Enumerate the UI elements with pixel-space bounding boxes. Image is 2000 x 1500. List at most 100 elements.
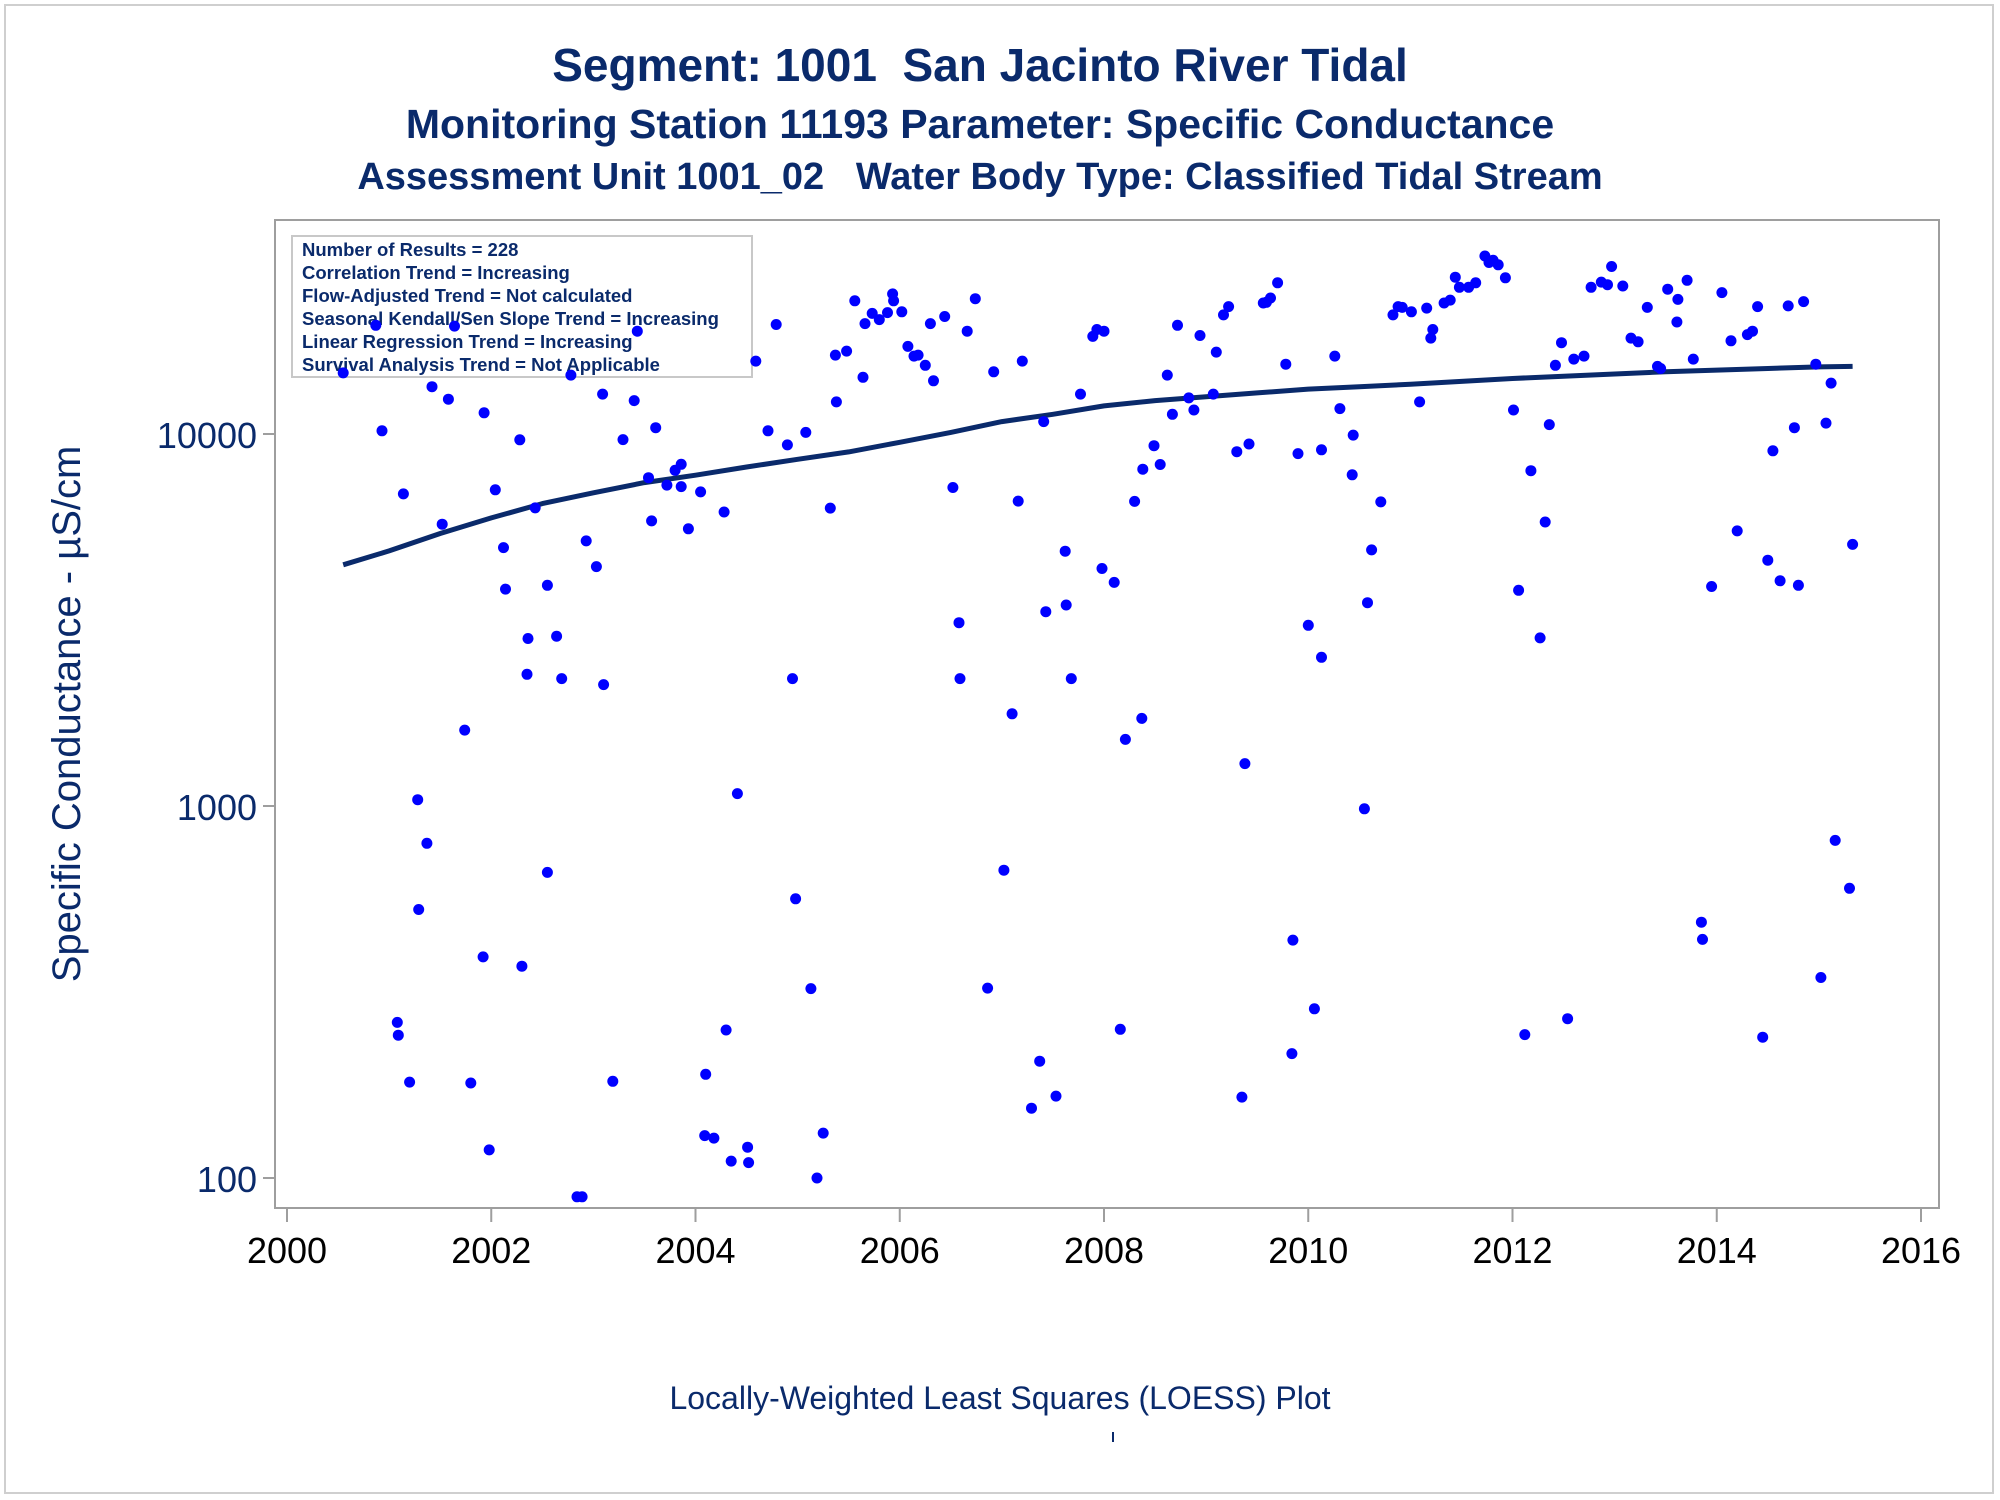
data-point [1792,579,1804,591]
data-point [1444,294,1456,306]
data-point [866,307,878,319]
outer-frame [4,4,1994,1494]
data-point [1671,316,1683,328]
chart-subtitle: Monitoring Station 11193 Parameter: Spec… [405,101,1555,147]
data-point [597,388,609,400]
data-point [1655,363,1667,374]
data-point [1040,606,1052,618]
y-axis: Specific Conductance - µS/cm 100 1000 1000… [45,415,275,1200]
data-point [1820,417,1832,429]
data-point [888,295,900,307]
data-point [1207,388,1219,400]
data-point [661,479,673,491]
stats-line: Survival Analysis Trend = Not Applicable [302,354,660,375]
data-point [1287,934,1299,946]
data-point [1788,422,1800,434]
y-axis-label: Specific Conductance - µS/cm [45,446,89,983]
data-point [1681,274,1693,286]
x-tick-label: 2010 [1268,1230,1348,1271]
chart-title: Segment: 1001 San Jacinto River Tidal [552,39,1408,91]
x-tick-label: 2016 [1881,1230,1961,1271]
data-point [1549,359,1561,371]
data-point [700,1068,712,1080]
data-point [1108,576,1120,588]
data-point [1641,301,1653,313]
data-point [1825,377,1837,389]
data-point [370,319,382,331]
data-point [743,1157,755,1169]
data-point [1050,1090,1062,1102]
data-point [682,523,694,535]
data-point [413,904,425,915]
data-point [1239,758,1251,770]
data-point [646,515,658,527]
footnote-mark [1112,1432,1114,1442]
data-point [787,673,798,685]
data-point [521,668,533,680]
data-point [1844,882,1855,894]
data-point [1136,712,1148,724]
data-point [1731,525,1743,537]
y-tick-label: 1000 [177,787,257,828]
data-point [516,960,528,972]
data-point [580,535,592,547]
data-point [873,314,885,326]
data-point [857,371,869,383]
data-point [1016,355,1028,367]
data-point [1762,554,1774,566]
data-point [912,349,924,361]
data-point [790,893,802,905]
stats-line: Number of Results = 228 [302,239,518,260]
x-tick-label: 2014 [1677,1230,1757,1271]
data-point [404,1076,416,1088]
data-point [1243,438,1255,450]
data-point [1421,302,1433,314]
data-point [1316,651,1327,663]
data-point [1006,708,1018,720]
data-point [1060,599,1072,611]
data-point [1508,404,1519,416]
data-point [1405,306,1417,318]
chart-footnote: Locally-Weighted Least Squares (LOESS) P… [669,1380,1331,1416]
data-point [1396,301,1408,313]
data-point [1366,544,1378,556]
data-point [421,837,433,849]
data-point [1513,584,1525,596]
data-point [489,484,501,496]
data-point [1747,325,1758,337]
data-point [1119,733,1131,745]
data-point [1847,538,1859,550]
data-point [1358,803,1370,815]
data-point [830,396,842,408]
data-point [1492,259,1504,271]
data-point [1562,1013,1574,1025]
data-point [1697,933,1708,945]
data-point [720,1024,732,1036]
data-point [541,866,553,878]
data-point [1059,545,1071,557]
data-point [1034,1055,1046,1067]
data-point [849,295,861,307]
data-point [1316,444,1327,456]
data-point [412,794,424,806]
data-point [1695,916,1707,928]
data-point [1166,408,1178,420]
data-point [1815,972,1827,983]
x-tick-label: 2000 [247,1230,327,1271]
data-point [1519,1029,1531,1041]
data-point [1280,358,1292,370]
data-point [1757,1031,1769,1043]
y-tick-label: 10000 [157,415,257,456]
data-point [1075,388,1086,400]
data-point [1556,337,1567,349]
data-point [576,1191,588,1203]
data-point [708,1132,720,1144]
data-point [1286,1048,1298,1060]
data-point [1662,283,1674,295]
data-point [902,340,914,352]
data-point [1129,495,1141,507]
data-point [541,579,553,591]
data-point [841,345,853,357]
data-point [924,318,936,330]
data-point [426,381,438,393]
